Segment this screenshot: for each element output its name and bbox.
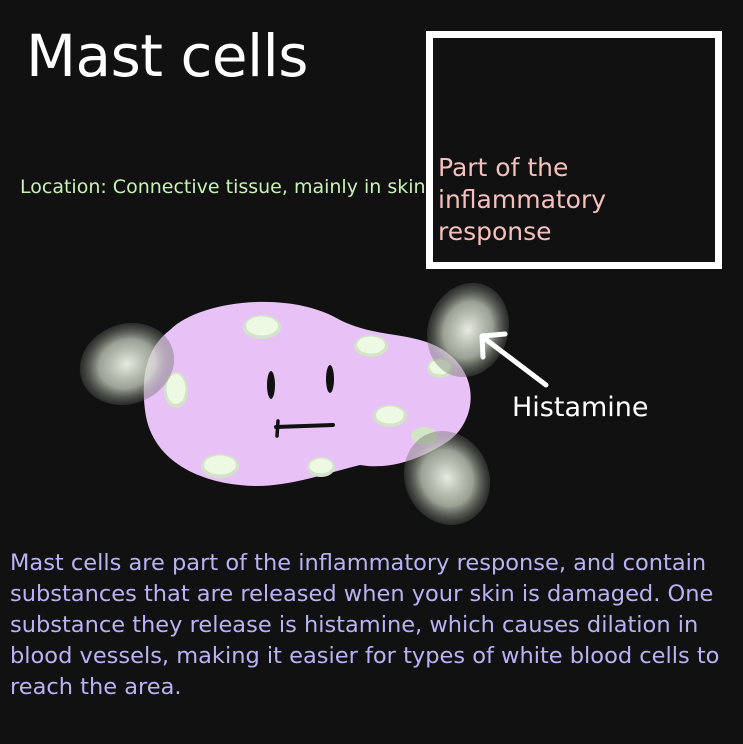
granule <box>376 406 404 424</box>
page-title: Mast cells <box>26 22 309 90</box>
mouth-tick <box>275 419 280 438</box>
cell-body <box>143 301 471 486</box>
callout-text: Part of the inflammatory response <box>438 153 607 246</box>
granules <box>164 315 453 478</box>
histamine-label: Histamine <box>512 392 649 423</box>
description-text: Mast cells are part of the inflammatory … <box>10 550 720 700</box>
location-text: Location: Connective tissue, mainly in s… <box>20 176 432 198</box>
mouth <box>274 423 335 429</box>
granule <box>204 455 236 475</box>
granule <box>357 336 385 354</box>
cell-face <box>267 365 335 438</box>
histamine-blob <box>426 282 510 378</box>
histamine-blobs <box>79 282 510 525</box>
granule <box>166 374 186 404</box>
callout-box <box>426 31 722 269</box>
granule <box>246 316 278 336</box>
histamine-arrow <box>479 331 549 388</box>
granule <box>309 458 333 474</box>
right-eye <box>326 365 334 393</box>
histamine-blob <box>403 431 491 525</box>
histamine-blob <box>79 322 175 406</box>
left-eye <box>267 371 275 399</box>
